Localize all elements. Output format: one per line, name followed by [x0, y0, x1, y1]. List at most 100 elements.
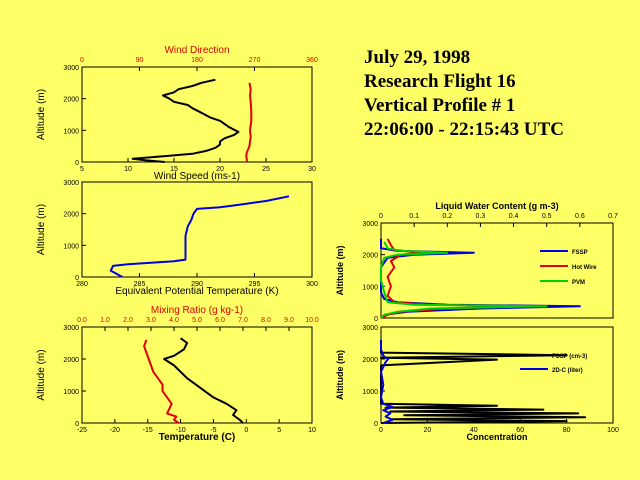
temp_mix-bottom-tick-label: -20: [110, 427, 120, 434]
wind-top-tick-label: 360: [306, 57, 318, 64]
lwc-series-pvm: [380, 241, 548, 319]
temp_mix-top-tick-label: 2.0: [123, 317, 133, 324]
temp_mix-bottom-axis-label: Temperature (C): [159, 432, 236, 443]
lwc-ytick-label: 1000: [362, 284, 378, 291]
theta_e-ylabel: Altitude (m): [36, 204, 47, 255]
conc-bottom-tick-label: 40: [470, 427, 478, 434]
title-date: July 29, 1998: [364, 47, 471, 68]
conc-legend-label: 2D-C (liter): [552, 368, 583, 374]
lwc-legend-label: Hot Wire: [572, 265, 597, 271]
wind-bottom-tick-label: 20: [216, 166, 224, 173]
wind-top-axis-label: Wind Direction: [164, 45, 229, 56]
conc-bottom-axis-label: Concentration: [466, 432, 527, 442]
lwc-ytick-label: 3000: [362, 221, 378, 228]
temp_mix-top-tick-label: 3.0: [146, 317, 156, 324]
conc-ytick-label: 1000: [362, 389, 378, 396]
temp_mix-bottom-tick-label: -25: [77, 427, 87, 434]
theta_e-series-theta-e: [109, 195, 290, 278]
lwc-top-tick-label: 0.5: [542, 213, 552, 220]
lwc-top-tick-label: 0.7: [608, 213, 618, 220]
lwc-ytick-label: 2000: [362, 253, 378, 260]
lwc-top-tick-label: 0: [379, 213, 383, 220]
lwc-ylabel: Altitude (m): [335, 246, 345, 296]
temp_mix-plot-frame: [81, 326, 313, 424]
temp_mix-top-tick-label: 8.0: [261, 317, 271, 324]
temp_mix-bottom-tick-label: -15: [143, 427, 153, 434]
temp_mix-bottom-tick-label: -5: [210, 427, 216, 434]
theta_e-bottom-tick-label: 295: [249, 281, 261, 288]
temp_mix-top-tick-label: 9.0: [284, 317, 294, 324]
conc-ytick-label: 2000: [362, 357, 378, 364]
title-profile: Vertical Profile # 1: [364, 95, 516, 116]
lwc-top-tick-label: 0.1: [409, 213, 419, 220]
theta_e-ytick-label: 1000: [63, 243, 79, 250]
lwc-ytick-label: 0: [374, 316, 378, 323]
temp_mix-top-tick-label: 7.0: [238, 317, 248, 324]
conc-bottom-tick-label: 80: [563, 427, 571, 434]
lwc-series-fssp: [380, 238, 581, 319]
conc-bottom-tick-label: 60: [516, 427, 524, 434]
wind-ytick-label: 0: [75, 160, 79, 167]
conc-bottom-tick-label: 0: [379, 427, 383, 434]
lwc-top-tick-label: 0.6: [575, 213, 585, 220]
wind-bottom-axis-label: Wind Speed (ms-1): [154, 171, 240, 182]
conc-series-2d-c-liter-: [380, 339, 394, 424]
wind-top-tick-label: 180: [191, 57, 203, 64]
theta_e-ytick-label: 3000: [63, 180, 79, 187]
wind-series-wind-direction: [245, 82, 253, 162]
theta_e-bottom-tick-label: 290: [191, 281, 203, 288]
wind-bottom-tick-label: 30: [308, 166, 316, 173]
wind-top-tick-label: 270: [249, 57, 261, 64]
wind-bottom-tick-label: 10: [124, 166, 132, 173]
wind-ytick-label: 2000: [63, 97, 79, 104]
title-flight: Research Flight 16: [364, 71, 516, 92]
conc-ytick-label: 3000: [362, 325, 378, 332]
lwc-top-tick-label: 0.4: [509, 213, 519, 220]
temp_mix-series-mixing-ratio: [143, 339, 180, 424]
temp_mix-top-tick-label: 1.0: [100, 317, 110, 324]
temp_mix-bottom-tick-label: 5: [277, 427, 281, 434]
lwc-legend-label: PVM: [572, 280, 585, 286]
temp_mix-top-tick-label: 0.0: [77, 317, 87, 324]
theta_e-bottom-axis-label: Equivalent Potential Temperature (K): [115, 286, 278, 297]
temp_mix-ytick-label: 1000: [63, 389, 79, 396]
temp_mix-top-tick-label: 6.0: [215, 317, 225, 324]
theta_e-bottom-tick-label: 285: [134, 281, 146, 288]
temp_mix-ytick-label: 3000: [63, 325, 79, 332]
wind-ytick-label: 3000: [63, 65, 79, 72]
temp_mix-series-temperature: [163, 337, 244, 424]
title-time: 22:06:00 - 22:15:43 UTC: [364, 119, 565, 140]
theta_e-plot-frame: [81, 181, 313, 278]
conc-ytick-label: 0: [374, 421, 378, 428]
lwc-top-axis-label: Liquid Water Content (g m-3): [435, 201, 558, 211]
wind-bottom-tick-label: 25: [262, 166, 270, 173]
wind-top-tick-label: 90: [136, 57, 144, 64]
wind-ytick-label: 1000: [63, 128, 79, 135]
wind-top-tick-label: 0: [80, 57, 84, 64]
wind-bottom-tick-label: 15: [170, 166, 178, 173]
temp_mix-ytick-label: 0: [75, 421, 79, 428]
conc-legend-label: FSSP (cm-3): [552, 354, 587, 360]
theta_e-ytick-label: 0: [75, 275, 79, 282]
wind-plot-frame: [81, 66, 313, 163]
conc-ylabel: Altitude (m): [335, 350, 345, 400]
figure-title-block: July 29, 1998 Research Flight 16 Vertica…: [364, 46, 564, 142]
temp_mix-bottom-tick-label: 10: [308, 427, 316, 434]
temp_mix-ylabel: Altitude (m): [36, 349, 47, 400]
conc-bottom-tick-label: 100: [607, 427, 619, 434]
conc-bottom-tick-label: 20: [424, 427, 432, 434]
conc-series-fssp-cm-3-: [380, 343, 587, 424]
theta_e-ytick-label: 2000: [63, 212, 79, 219]
temp_mix-bottom-tick-label: -10: [176, 427, 186, 434]
temp_mix-bottom-tick-label: 0: [244, 427, 248, 434]
wind-ylabel: Altitude (m): [36, 89, 47, 140]
temp_mix-top-tick-label: 4.0: [169, 317, 179, 324]
lwc-top-tick-label: 0.3: [476, 213, 486, 220]
lwc-legend-label: FSSP: [572, 250, 588, 256]
wind-bottom-tick-label: 5: [80, 166, 84, 173]
wind-series-wind-speed: [131, 78, 240, 163]
temp_mix-ytick-label: 2000: [63, 357, 79, 364]
theta_e-bottom-tick-label: 280: [76, 281, 88, 288]
temp_mix-top-tick-label: 5.0: [192, 317, 202, 324]
